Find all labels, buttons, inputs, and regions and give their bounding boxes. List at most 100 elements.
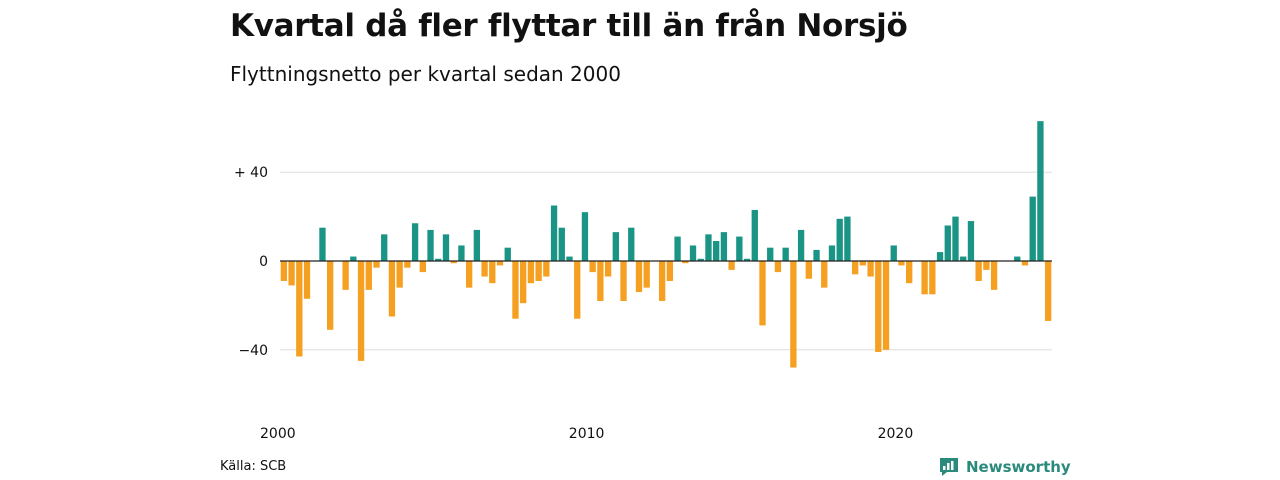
bar — [535, 261, 542, 281]
bar — [1044, 261, 1052, 321]
chart-title: Kvartal då fler flyttar till än från Nor… — [230, 8, 908, 44]
bar-chart: + 40 0 −40 2000 2010 2020 — [234, 121, 1052, 442]
bar — [396, 261, 403, 288]
bar — [682, 261, 689, 264]
bar — [473, 229, 481, 261]
source-label: Källa: SCB — [220, 459, 287, 474]
bar — [435, 258, 442, 261]
bar — [643, 261, 650, 288]
bar — [774, 261, 782, 273]
bar — [357, 261, 365, 361]
bar — [759, 261, 766, 326]
y-tick-label: + 40 — [234, 165, 268, 181]
bar — [558, 227, 565, 261]
brand-name: Newsworthy — [966, 458, 1071, 476]
bar — [597, 261, 604, 301]
bar — [581, 212, 589, 261]
brand-logo: Newsworthy — [938, 456, 1071, 478]
bar — [550, 205, 558, 261]
bar — [797, 229, 805, 261]
bar — [574, 261, 581, 319]
bar — [527, 261, 535, 284]
bar — [450, 261, 457, 264]
bar — [589, 261, 596, 273]
bar — [836, 218, 843, 261]
bar — [1014, 256, 1021, 261]
bar — [713, 241, 720, 261]
bar — [365, 261, 372, 290]
x-tick-label: 2020 — [878, 426, 914, 442]
bar — [504, 247, 511, 261]
bar — [983, 261, 990, 270]
bar — [1029, 196, 1036, 261]
bar — [303, 261, 311, 299]
bar — [458, 245, 465, 261]
bar — [342, 261, 349, 290]
x-tick-label: 2000 — [260, 426, 296, 442]
bar — [782, 247, 789, 261]
bar — [635, 261, 643, 293]
bar — [890, 245, 897, 261]
bar — [388, 261, 396, 317]
bar — [743, 258, 751, 261]
bar — [481, 261, 488, 277]
bar — [728, 261, 735, 270]
bar — [496, 261, 504, 266]
bar — [851, 261, 859, 275]
bar — [280, 261, 288, 281]
bar — [967, 221, 975, 261]
bar — [882, 261, 890, 350]
bar — [859, 261, 867, 266]
bar — [921, 261, 928, 295]
bar — [566, 256, 573, 261]
bar — [350, 256, 357, 261]
bar — [512, 261, 519, 319]
bar — [427, 229, 434, 261]
bar — [689, 245, 697, 261]
bar — [990, 261, 998, 290]
bar — [705, 234, 712, 261]
chart-subtitle: Flyttningsnetto per kvartal sedan 2000 — [230, 62, 621, 86]
bar — [604, 261, 612, 277]
bar — [844, 216, 851, 261]
bar — [288, 261, 295, 286]
bar — [319, 227, 326, 261]
bar — [960, 256, 967, 261]
bar — [867, 261, 874, 277]
bar — [419, 261, 426, 273]
bar — [1021, 261, 1029, 266]
bar — [296, 261, 303, 357]
bar — [666, 261, 674, 281]
bar — [404, 261, 411, 268]
bar — [898, 261, 905, 266]
bar — [543, 261, 550, 277]
bar — [489, 261, 496, 284]
newsworthy-logo-icon — [940, 458, 958, 476]
bar — [906, 261, 913, 284]
bar — [821, 261, 828, 288]
bar — [620, 261, 627, 301]
bar — [327, 261, 334, 330]
bar — [805, 261, 812, 279]
bar — [465, 261, 473, 288]
bar — [628, 227, 635, 261]
bar — [813, 249, 820, 261]
bar — [751, 209, 758, 261]
bar — [736, 236, 743, 261]
bar — [612, 232, 619, 261]
bar — [381, 234, 388, 261]
bar — [658, 261, 666, 301]
bar — [975, 261, 982, 281]
bar — [411, 223, 419, 261]
y-tick-label: 0 — [259, 254, 268, 270]
bar — [442, 234, 450, 261]
bar — [520, 261, 527, 304]
bar — [790, 261, 797, 368]
bar — [674, 236, 681, 261]
bar — [944, 225, 951, 261]
bar — [936, 252, 944, 261]
y-tick-label: −40 — [238, 343, 268, 359]
bar — [952, 216, 959, 261]
bar — [1037, 121, 1044, 261]
bar — [697, 258, 704, 261]
